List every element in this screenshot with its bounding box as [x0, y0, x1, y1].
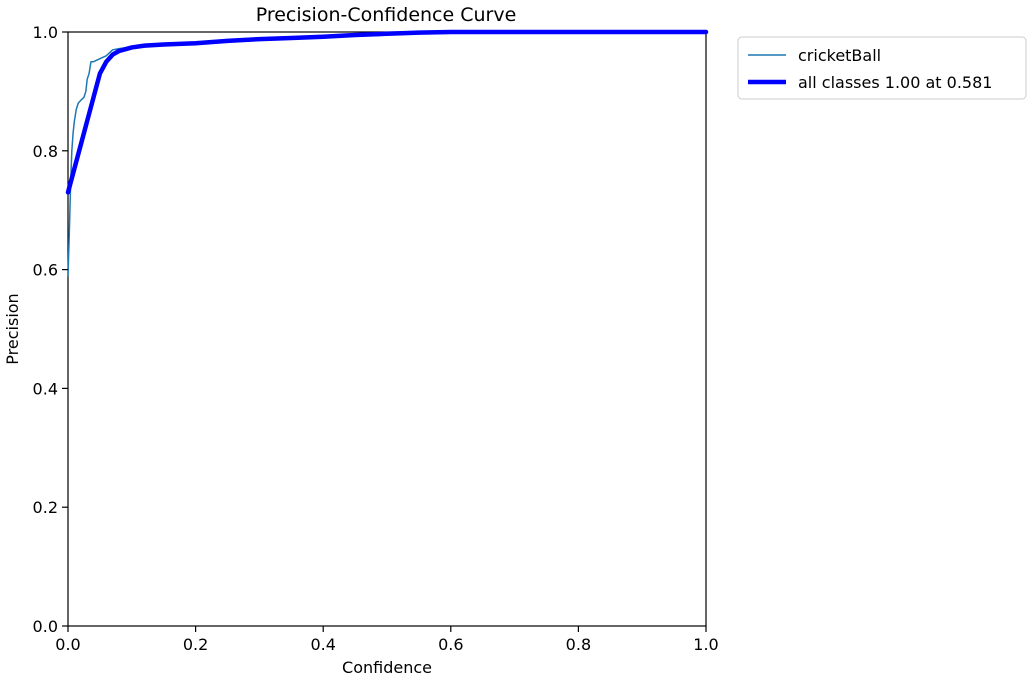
x-tick-label: 0.4	[310, 635, 335, 654]
series-line-all-classes	[65, 29, 709, 195]
plot-area: 0.0 0.2 0.4 0.6 0.8 1.0 0.0 0.2 0.4 0.6 0.8 1.0	[33, 23, 719, 654]
y-tick-label: 0.0	[33, 617, 58, 636]
x-ticks: 0.0 0.2 0.4 0.6 0.8 1.0	[55, 626, 719, 654]
y-tick-label: 0.6	[33, 261, 58, 280]
series-line-cricketball	[67, 31, 707, 277]
y-tick-label: 0.4	[33, 379, 58, 398]
x-tick-label: 0.6	[438, 635, 463, 654]
legend-label-all-classes: all classes 1.00 at 0.581	[798, 73, 992, 92]
plot-frame	[67, 31, 707, 627]
x-tick-label: 0.8	[566, 635, 591, 654]
x-tick-label: 0.0	[55, 635, 80, 654]
y-axis-label: Precision	[3, 293, 22, 364]
legend-label-cricketball: cricketBall	[798, 46, 881, 65]
x-tick-label: 1.0	[693, 635, 718, 654]
x-tick-label: 0.2	[183, 635, 208, 654]
legend: cricketBall all classes 1.00 at 0.581	[737, 36, 1027, 100]
legend-frame	[737, 36, 1027, 100]
y-ticks: 0.0 0.2 0.4 0.6 0.8 1.0	[33, 23, 68, 636]
series-layer	[65, 29, 709, 277]
y-tick-label: 0.8	[33, 142, 58, 161]
x-axis-label: Confidence	[342, 658, 432, 677]
y-tick-label: 0.2	[33, 498, 58, 517]
chart-title: Precision-Confidence Curve	[256, 4, 517, 26]
y-tick-label: 1.0	[33, 23, 58, 42]
